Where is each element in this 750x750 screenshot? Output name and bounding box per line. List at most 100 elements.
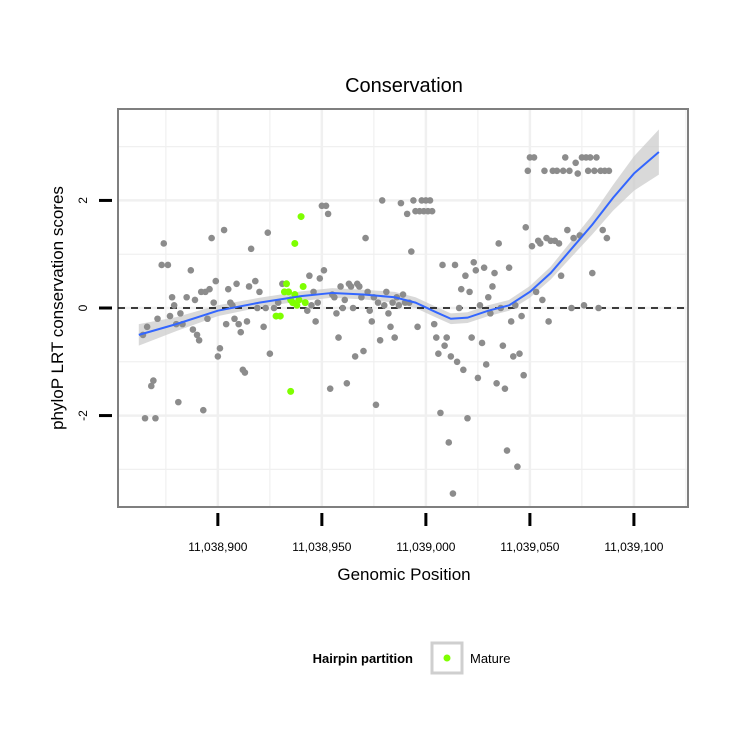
data-point	[193, 331, 201, 339]
data-point	[304, 307, 311, 314]
data-point	[524, 167, 532, 175]
data-point	[166, 312, 174, 320]
data-point	[495, 240, 502, 247]
data-point	[270, 304, 278, 312]
data-point	[435, 350, 442, 358]
data-point	[237, 328, 245, 336]
data-point	[391, 334, 398, 341]
data-point	[251, 277, 259, 285]
data-point	[593, 154, 600, 161]
data-point	[474, 374, 482, 382]
data-point	[539, 296, 546, 304]
data-point	[143, 323, 151, 331]
data-point	[559, 167, 567, 175]
data-point	[256, 288, 263, 296]
data-point	[512, 302, 519, 309]
data-point	[231, 315, 238, 323]
data-point	[437, 409, 444, 417]
chart-title: Conservation	[345, 75, 463, 97]
x-axis-ticks: 11,038,900 11,038,950 11,039,000 11,039,050…	[188, 513, 664, 554]
data-point	[374, 299, 382, 306]
data-point	[322, 202, 330, 210]
data-point	[580, 302, 588, 309]
data-point	[441, 342, 448, 349]
mature-point	[276, 312, 284, 320]
data-point	[164, 261, 172, 269]
data-point	[561, 154, 569, 161]
mature-point	[287, 387, 295, 395]
data-point	[403, 210, 411, 218]
data-point	[366, 307, 374, 314]
data-point	[484, 293, 492, 301]
data-point	[324, 210, 332, 218]
data-point	[570, 234, 577, 242]
data-point	[351, 353, 359, 360]
mature-points	[272, 213, 309, 395]
data-point	[432, 334, 440, 341]
data-point	[347, 283, 355, 290]
data-point	[509, 353, 517, 360]
data-point	[408, 248, 415, 255]
data-point	[395, 302, 403, 309]
data-point	[220, 226, 228, 234]
data-point	[514, 463, 521, 470]
y-axis-title: phyloP LRT conservation scores	[48, 186, 67, 430]
data-point	[599, 226, 607, 234]
data-point	[482, 361, 490, 368]
data-point	[487, 310, 494, 317]
data-point	[243, 318, 251, 325]
data-point	[335, 334, 342, 341]
legend-label-mature: Mature	[470, 651, 510, 666]
data-point	[177, 310, 184, 317]
data-point	[503, 447, 511, 454]
mature-point	[283, 280, 291, 288]
data-point	[191, 296, 199, 304]
data-point	[341, 296, 349, 304]
data-point	[457, 285, 465, 293]
data-point	[478, 339, 486, 347]
data-point	[331, 293, 338, 301]
mature-point	[297, 213, 305, 221]
data-point	[383, 288, 390, 296]
data-point	[522, 224, 530, 231]
data-point	[584, 167, 592, 175]
data-point	[368, 318, 376, 325]
data-point	[468, 334, 475, 341]
data-point	[445, 439, 453, 446]
data-point	[168, 293, 176, 301]
data-point	[605, 167, 613, 175]
y-tick-label: 2	[76, 197, 90, 204]
data-point	[501, 385, 509, 392]
y-tick-label: -2	[76, 410, 90, 421]
data-point	[397, 199, 405, 207]
data-point	[572, 159, 579, 167]
legend-mature-swatch	[443, 654, 451, 662]
data-point	[530, 154, 538, 161]
data-point	[154, 315, 161, 323]
y-axis-ticks: -2 0 2	[76, 197, 112, 421]
data-point	[260, 323, 267, 331]
x-tick-label: 11,039,100	[604, 540, 663, 554]
data-point	[453, 358, 461, 366]
data-point	[564, 226, 571, 234]
mature-point	[291, 239, 299, 247]
data-point	[476, 302, 484, 309]
data-point	[460, 366, 467, 374]
legend-title: Hairpin partition	[313, 651, 413, 666]
data-point	[566, 167, 573, 175]
data-point	[160, 240, 168, 247]
data-point	[224, 285, 232, 293]
x-tick-label: 11,039,050	[500, 540, 559, 554]
data-point	[464, 414, 471, 422]
data-point	[555, 240, 563, 247]
data-point	[183, 293, 190, 301]
data-point	[380, 302, 388, 309]
data-point	[447, 353, 455, 360]
data-point	[426, 197, 434, 204]
data-point	[470, 258, 478, 266]
data-point	[536, 240, 544, 247]
data-point	[410, 197, 417, 204]
data-point	[175, 398, 182, 406]
data-point	[499, 342, 507, 349]
x-tick-label: 11,038,900	[188, 540, 247, 554]
